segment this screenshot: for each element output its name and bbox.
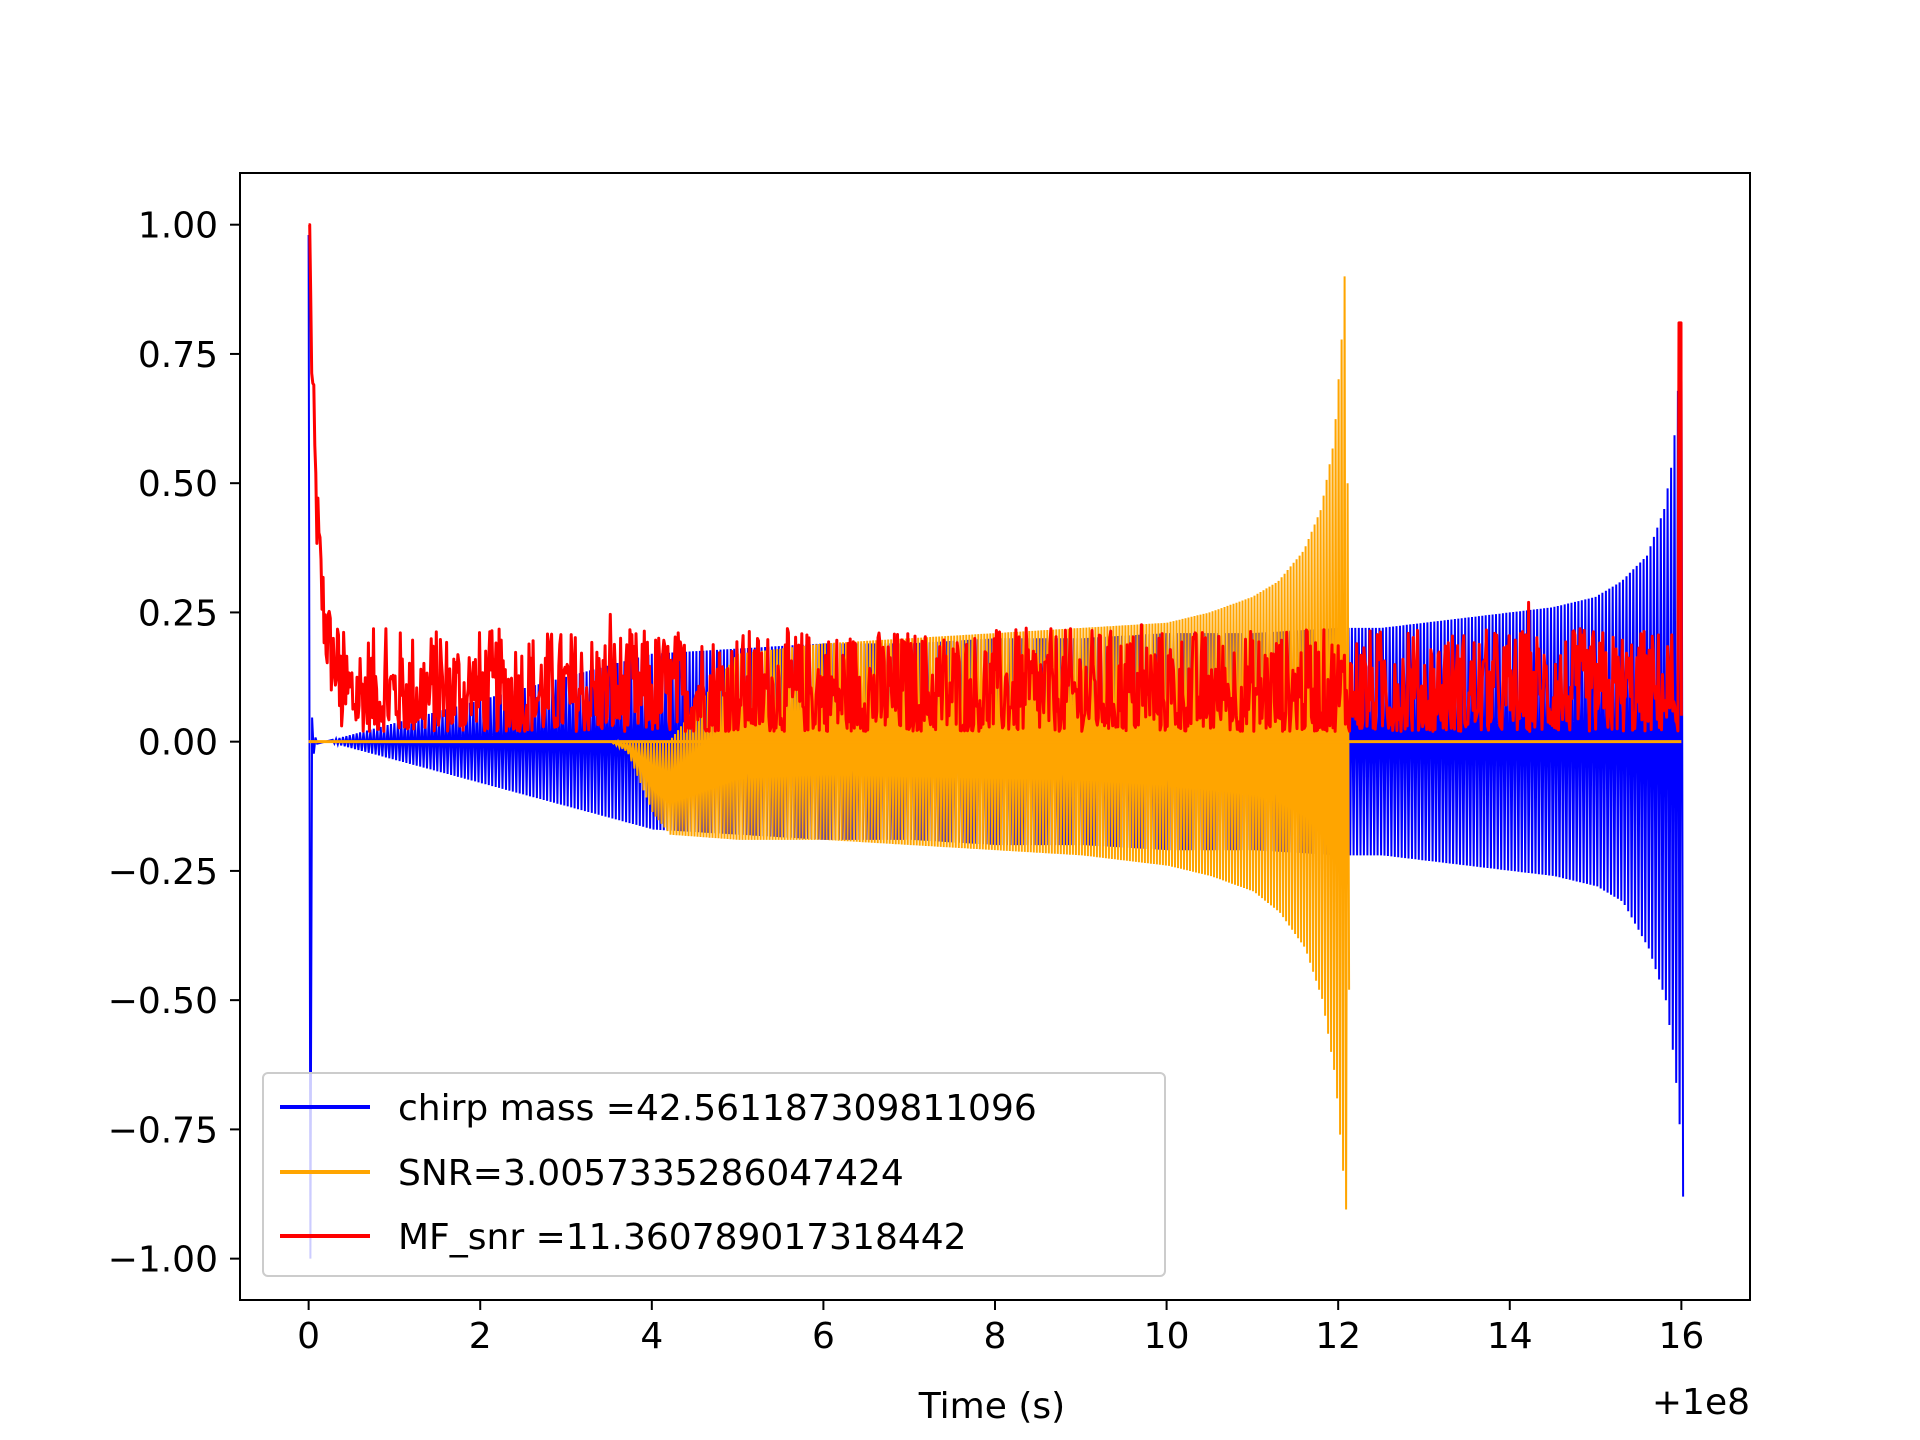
x-tick-label: 10: [1144, 1316, 1190, 1357]
legend-label-mf-snr: MF_snr =11.360789017318442: [398, 1217, 967, 1258]
x-tick-label: 12: [1315, 1316, 1361, 1357]
y-tick-label: −0.50: [108, 981, 218, 1022]
x-tick-label: 4: [640, 1316, 663, 1357]
x-tick-label: 6: [812, 1316, 835, 1357]
y-tick-label: 0.50: [138, 464, 218, 505]
legend-box: [262, 1072, 1166, 1277]
y-tick-label: −0.25: [108, 852, 218, 893]
legend-label-chirp-mass: chirp mass =42.561187309811096: [398, 1088, 1037, 1129]
series-layer: [307, 223, 1685, 1259]
x-tick-label: 16: [1658, 1316, 1704, 1357]
y-axis: 1.00 0.75 0.50 0.25 0.00 −0.25 −0.50 −0.75 −1.00: [108, 206, 240, 1281]
legend: chirp mass =42.561187309811096 SNR=3.005…: [262, 1072, 1166, 1277]
y-tick-label: 0.00: [138, 723, 218, 764]
series-mf-snr-line: [308, 223, 1683, 733]
x-tick-label: 0: [297, 1316, 320, 1357]
x-axis-label: Time (s): [918, 1386, 1065, 1427]
y-tick-label: 0.75: [138, 335, 218, 376]
y-tick-label: −1.00: [108, 1240, 218, 1281]
x-tick-label: 2: [469, 1316, 492, 1357]
legend-label-snr: SNR=3.0057335286047424: [398, 1153, 904, 1194]
y-tick-label: −0.75: [108, 1110, 218, 1151]
x-axis: 0 2 4 6 8 10 12 14 16: [297, 1300, 1704, 1357]
x-tick-label: 14: [1487, 1316, 1533, 1357]
x-offset-label: +1e8: [1652, 1382, 1750, 1423]
y-tick-label: 1.00: [138, 206, 218, 247]
x-tick-label: 8: [984, 1316, 1007, 1357]
y-tick-label: 0.25: [138, 593, 218, 634]
